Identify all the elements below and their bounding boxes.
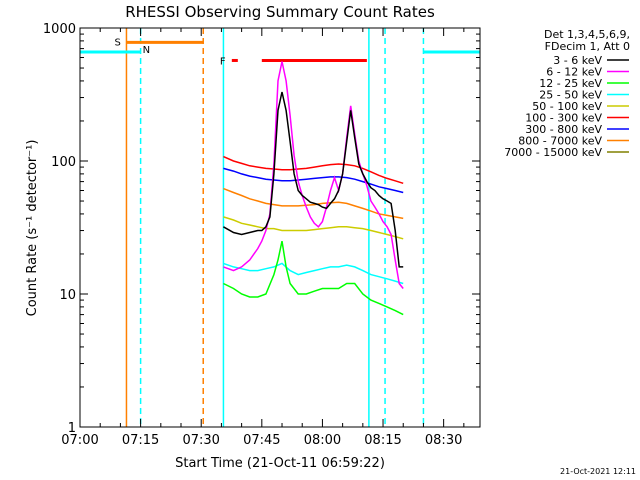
legend-label-2: 12 - 25 keV xyxy=(539,77,602,90)
series-line-1 xyxy=(223,61,404,289)
x-tick-label-4: 08:00 xyxy=(304,433,341,448)
x-tick-label-5: 08:15 xyxy=(364,433,401,448)
flag-label-N: N xyxy=(143,45,150,56)
flag-label-S: S xyxy=(114,37,120,48)
y-tick-label-0: 1 xyxy=(68,421,76,436)
x-tick-label-2: 07:30 xyxy=(182,433,219,448)
series-line-2 xyxy=(223,240,404,316)
legend-label-3: 25 - 50 keV xyxy=(539,89,602,102)
legend-label-7: 800 - 7000 keV xyxy=(518,135,602,148)
chart-title: RHESSI Observing Summary Count Rates xyxy=(125,3,435,21)
x-axis-label: Start Time (21-Oct-11 06:59:22) xyxy=(175,456,385,471)
legend-label-5: 100 - 300 keV xyxy=(525,112,602,125)
legend-header-line-1: Det 1,3,4,5,6,9, xyxy=(544,28,630,41)
flag-label-F: F xyxy=(220,56,226,67)
series-line-7 xyxy=(223,187,404,220)
legend-header-line-2: FDecim 1, Att 0 xyxy=(545,40,630,53)
plot-frame xyxy=(79,27,481,428)
series-line-6 xyxy=(223,167,404,194)
x-tick-label-3: 07:45 xyxy=(243,433,280,448)
legend-label-1: 6 - 12 keV xyxy=(546,66,602,79)
x-tick-label-0: 07:00 xyxy=(61,433,98,448)
legend-label-6: 300 - 800 keV xyxy=(525,123,602,136)
y-tick-label-2: 100 xyxy=(51,155,76,170)
legend-label-8: 7000 - 15000 keV xyxy=(504,146,602,159)
y-tick-label-1: 10 xyxy=(59,288,76,303)
x-axis: 07:00 07:15 07:30 07:45 08:00 08:15 08:30 xyxy=(61,28,465,448)
series-line-4 xyxy=(223,216,404,240)
plot-area: S N F xyxy=(80,28,480,427)
x-tick-label-1: 07:15 xyxy=(122,433,159,448)
series-line-5 xyxy=(223,155,404,185)
footer-date: 21-Oct-2021 12:11 xyxy=(560,467,636,476)
series-line-3 xyxy=(223,262,404,285)
x-tick-label-6: 08:30 xyxy=(425,433,462,448)
legend-label-4: 50 - 100 keV xyxy=(532,100,602,113)
legend: Det 1,3,4,5,6,9, FDecim 1, Att 0 3 - 6 k… xyxy=(504,28,630,159)
y-axis: 1 10 100 1000 xyxy=(43,22,480,436)
legend-label-0: 3 - 6 keV xyxy=(553,54,602,67)
series-line-0 xyxy=(223,91,404,268)
y-axis-label: Count Rate (s⁻¹ detector⁻¹) xyxy=(25,140,40,317)
y-tick-label-3: 1000 xyxy=(43,22,76,37)
